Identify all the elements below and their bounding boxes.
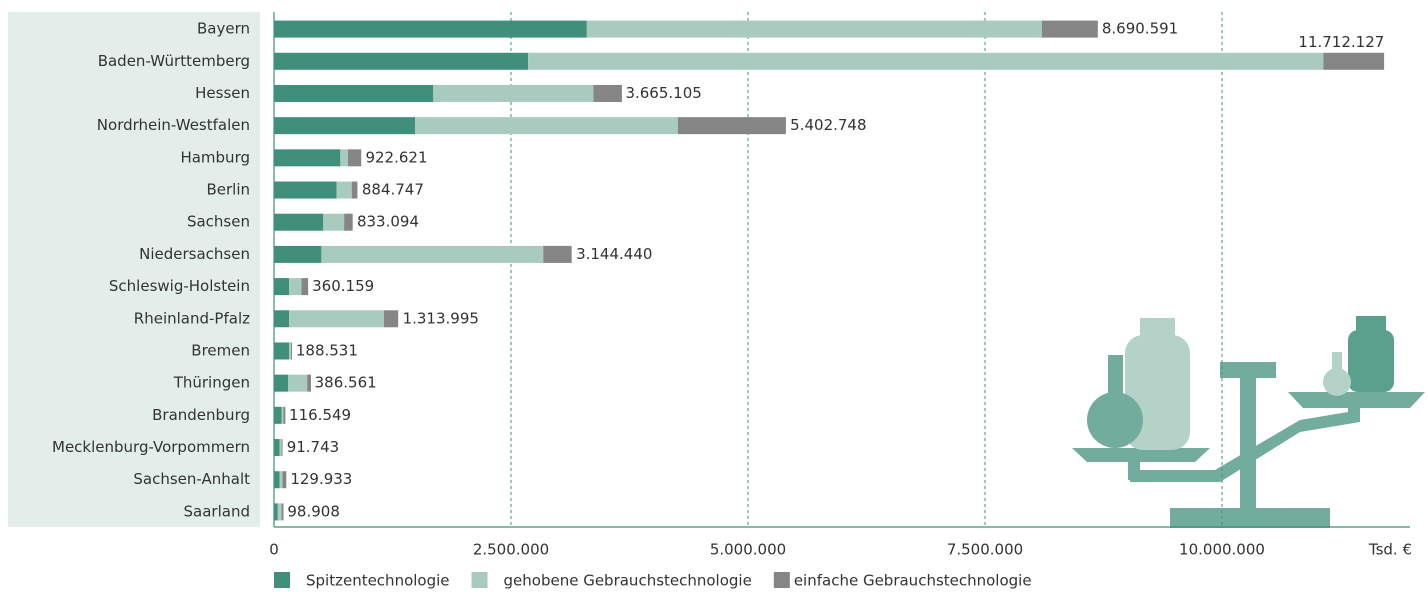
bar-segment xyxy=(274,342,290,360)
bar-segment xyxy=(347,149,362,167)
bar-segment xyxy=(415,117,678,135)
x-tick-label: 7.500.000 xyxy=(947,541,1023,559)
illustration xyxy=(1072,316,1425,528)
y-tick-label: Hamburg xyxy=(180,148,250,166)
bar-segment xyxy=(277,503,282,521)
bar-segment xyxy=(274,439,280,457)
total-label: 5.402.748 xyxy=(790,116,866,134)
y-tick-label: Hessen xyxy=(195,84,250,102)
bar-segment xyxy=(274,406,282,424)
bar-segment xyxy=(586,20,1042,38)
legend-swatch xyxy=(471,572,488,588)
x-tick-label: 0 xyxy=(269,541,279,559)
bar-segment xyxy=(274,471,280,489)
legend-label: einfache Gebrauchstechnologie xyxy=(794,572,1032,590)
y-tick-label: Rheinland-Pfalz xyxy=(134,309,250,327)
bar-segment xyxy=(274,278,290,296)
bar-segment xyxy=(543,245,572,263)
y-tick-label: Thüringen xyxy=(173,374,250,392)
bar-segment xyxy=(274,117,416,135)
bar-segment xyxy=(288,374,308,392)
total-label: 98.908 xyxy=(287,502,340,520)
total-label: 129.933 xyxy=(290,470,352,488)
total-label: 116.549 xyxy=(289,406,351,424)
legend-label: Spitzentechnologie xyxy=(306,572,450,590)
bar-segment xyxy=(1041,20,1098,38)
total-label: 8.690.591 xyxy=(1102,20,1178,38)
x-tick-label: 10.000.000 xyxy=(1179,541,1265,559)
bar-segment xyxy=(274,374,289,392)
bar-segment xyxy=(281,439,283,457)
bar-segment xyxy=(323,213,345,231)
bar-segment xyxy=(344,213,353,231)
bar-segment xyxy=(283,406,286,424)
y-tick-label: Nordrhein-Westfalen xyxy=(97,116,250,134)
bar-segment xyxy=(383,310,399,328)
bar-segment xyxy=(307,374,311,392)
total-label: 386.561 xyxy=(315,374,377,392)
bar-segment xyxy=(274,245,322,263)
total-label: 1.313.995 xyxy=(403,309,479,327)
bar-segment xyxy=(274,503,278,521)
total-label: 188.531 xyxy=(296,341,358,359)
total-label: 884.747 xyxy=(362,181,424,199)
bar-segment xyxy=(336,181,352,199)
x-tick-label: 5.000.000 xyxy=(710,541,786,559)
label-panel xyxy=(8,12,260,527)
bar-segment xyxy=(289,310,384,328)
bar-segment xyxy=(279,439,282,457)
bar-segment xyxy=(340,149,348,167)
y-tick-label: Mecklenburg-Vorpommern xyxy=(52,438,250,456)
y-tick-label: Berlin xyxy=(206,181,250,199)
bar-segment xyxy=(281,406,284,424)
total-label: 11.712.127 xyxy=(1298,33,1384,51)
bar-segment xyxy=(433,84,594,102)
total-label: 91.743 xyxy=(287,438,340,456)
bar-segment xyxy=(274,213,324,231)
legend-label: gehobene Gebrauchstechnologie xyxy=(504,572,752,590)
bar-segment xyxy=(282,471,287,489)
bar-segment xyxy=(321,245,544,263)
bar-segment xyxy=(677,117,786,135)
total-label: 3.665.105 xyxy=(625,84,701,102)
bar-segment xyxy=(301,278,309,296)
bar-segment xyxy=(274,20,587,38)
bar-segment xyxy=(274,181,337,199)
x-tick-label: 2.500.000 xyxy=(473,541,549,559)
bar-segment xyxy=(289,342,292,360)
y-tick-label: Saarland xyxy=(184,502,250,520)
x-unit: Tsd. € xyxy=(1368,541,1412,559)
bar-segment xyxy=(281,503,284,521)
y-tick-label: Bayern xyxy=(197,20,250,38)
y-tick-label: Niedersachsen xyxy=(139,245,250,263)
y-tick-label: Brandenburg xyxy=(152,406,250,424)
y-tick-label: Bremen xyxy=(191,341,250,359)
bar-segment xyxy=(289,278,302,296)
bar-segment xyxy=(1323,52,1385,70)
bar-segment xyxy=(274,52,529,70)
bar-segment xyxy=(351,181,358,199)
bar-segment xyxy=(274,149,341,167)
y-tick-label: Schleswig-Holstein xyxy=(109,277,250,295)
total-label: 3.144.440 xyxy=(576,245,652,263)
y-tick-label: Sachsen-Anhalt xyxy=(133,470,250,488)
bar-segment xyxy=(291,342,293,360)
bar-segment xyxy=(274,310,290,328)
legend-swatch xyxy=(274,572,290,588)
bar-segment xyxy=(593,84,622,102)
legend-swatch xyxy=(773,572,790,588)
total-label: 922.621 xyxy=(365,148,427,166)
bar-segment xyxy=(528,52,1324,70)
bar-segment xyxy=(274,84,434,102)
bar-segment xyxy=(279,471,283,489)
y-tick-label: Baden-Württemberg xyxy=(98,52,250,70)
y-tick-label: Sachsen xyxy=(187,213,250,231)
total-label: 833.094 xyxy=(357,213,419,231)
total-label: 360.159 xyxy=(312,277,374,295)
